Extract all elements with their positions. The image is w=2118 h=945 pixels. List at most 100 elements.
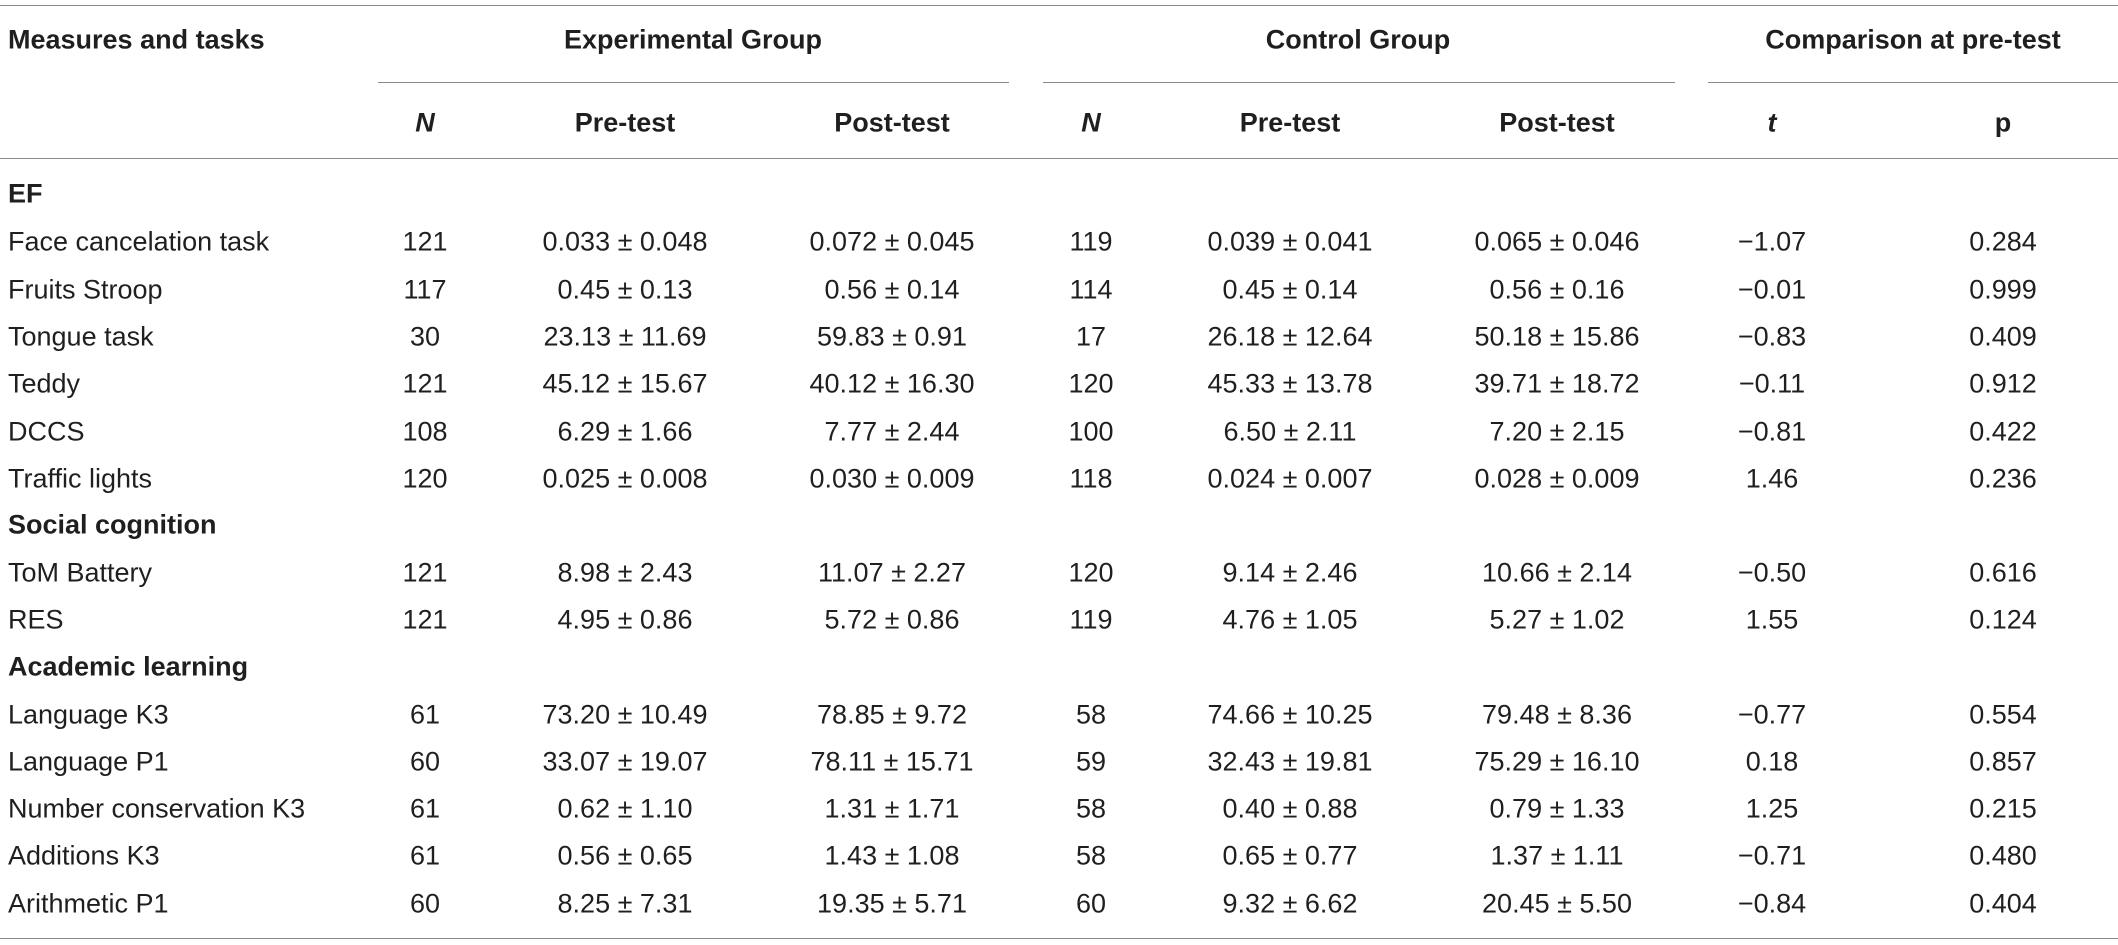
cell-post-exp: 19.35 ± 5.71 xyxy=(817,888,967,919)
cell-n-exp: 61 xyxy=(409,699,441,730)
subheader-t: t xyxy=(1767,107,1777,138)
cell-task: Traffic lights xyxy=(8,463,153,494)
cell-pre-exp: 0.62 ± 1.10 xyxy=(557,793,693,824)
cell-n-ctrl: 119 xyxy=(1069,226,1113,257)
header-measures: Measures and tasks xyxy=(8,24,265,55)
cell-p: 0.480 xyxy=(1969,840,2037,871)
subheader-post-ctrl: Post-test xyxy=(1499,107,1615,138)
cell-p: 0.409 xyxy=(1969,321,2037,352)
subheader-pre-ctrl: Pre-test xyxy=(1239,107,1341,138)
cell-post-ctrl: 0.56 ± 0.16 xyxy=(1489,274,1625,305)
cell-n-exp: 121 xyxy=(402,368,448,399)
cell-task: Teddy xyxy=(8,368,81,399)
cell-n-ctrl: 59 xyxy=(1075,746,1107,777)
cell-task: RES xyxy=(8,604,64,635)
bottom-rule xyxy=(0,938,2118,939)
cell-post-exp: 0.072 ± 0.045 xyxy=(809,226,975,257)
cell-n-exp: 108 xyxy=(402,416,448,447)
cell-n-exp: 61 xyxy=(409,793,441,824)
cell-pre-ctrl: 0.65 ± 0.77 xyxy=(1222,840,1358,871)
cell-post-exp: 7.77 ± 2.44 xyxy=(824,416,960,447)
cell-post-ctrl: 10.66 ± 2.14 xyxy=(1482,557,1632,588)
cell-post-exp: 0.030 ± 0.009 xyxy=(809,463,975,494)
header-experimental-group: Experimental Group xyxy=(563,24,823,55)
cell-p: 0.422 xyxy=(1969,416,2037,447)
cell-pre-ctrl: 0.039 ± 0.041 xyxy=(1207,226,1373,257)
cell-post-exp: 11.07 ± 2.27 xyxy=(818,557,966,588)
cell-pre-exp: 45.12 ± 15.67 xyxy=(542,368,708,399)
cell-n-ctrl: 58 xyxy=(1075,793,1107,824)
cell-p: 0.215 xyxy=(1969,793,2037,824)
cell-t: −0.11 xyxy=(1738,368,1806,399)
cell-post-ctrl: 1.37 ± 1.11 xyxy=(1490,840,1624,871)
cell-pre-exp: 73.20 ± 10.49 xyxy=(542,699,708,730)
cell-t: 0.18 xyxy=(1745,746,1799,777)
cell-post-exp: 1.43 ± 1.08 xyxy=(824,840,960,871)
cell-post-ctrl: 20.45 ± 5.50 xyxy=(1482,888,1632,919)
cell-t: −0.71 xyxy=(1737,840,1807,871)
cell-p: 0.404 xyxy=(1969,888,2037,919)
subheader-post-exp: Post-test xyxy=(834,107,950,138)
cell-p: 0.124 xyxy=(1969,604,2037,635)
header-comparison: Comparison at pre-test xyxy=(1765,24,2061,55)
cell-pre-ctrl: 45.33 ± 13.78 xyxy=(1207,368,1373,399)
cell-n-exp: 121 xyxy=(402,604,448,635)
cell-n-ctrl: 114 xyxy=(1069,274,1113,305)
cell-pre-exp: 0.033 ± 0.048 xyxy=(542,226,708,257)
cell-pre-ctrl: 9.14 ± 2.46 xyxy=(1222,557,1358,588)
header-bottom-rule xyxy=(0,158,2118,159)
cell-task: Tongue task xyxy=(8,321,154,352)
cell-t: 1.46 xyxy=(1745,463,1799,494)
cell-t: −0.77 xyxy=(1737,699,1807,730)
cell-n-ctrl: 60 xyxy=(1075,888,1107,919)
cell-pre-ctrl: 6.50 ± 2.11 xyxy=(1223,416,1357,447)
top-rule xyxy=(0,5,2118,6)
cell-pre-ctrl: 0.45 ± 0.14 xyxy=(1222,274,1358,305)
cell-post-ctrl: 79.48 ± 8.36 xyxy=(1482,699,1632,730)
cell-task: Additions K3 xyxy=(8,840,160,871)
cell-n-ctrl: 120 xyxy=(1068,368,1114,399)
cell-t: −0.50 xyxy=(1737,557,1807,588)
cell-post-exp: 59.83 ± 0.91 xyxy=(817,321,967,352)
cell-post-exp: 5.72 ± 0.86 xyxy=(824,604,960,635)
cell-post-ctrl: 5.27 ± 1.02 xyxy=(1489,604,1625,635)
cell-task: ToM Battery xyxy=(8,557,153,588)
cell-t: −0.81 xyxy=(1737,416,1807,447)
cell-t: −0.83 xyxy=(1737,321,1807,352)
control-group-underline xyxy=(1043,82,1675,83)
cell-p: 0.912 xyxy=(1969,368,2037,399)
cell-pre-ctrl: 26.18 ± 12.64 xyxy=(1207,321,1373,352)
cell-task: DCCS xyxy=(8,416,85,447)
cell-pre-exp: 6.29 ± 1.66 xyxy=(557,416,693,447)
cell-n-ctrl: 119 xyxy=(1069,604,1113,635)
cell-pre-exp: 4.95 ± 0.86 xyxy=(557,604,693,635)
subheader-pre-exp: Pre-test xyxy=(574,107,676,138)
cell-t: −0.01 xyxy=(1737,274,1807,305)
subheader-n-exp: N xyxy=(415,107,435,138)
cell-post-exp: 78.85 ± 9.72 xyxy=(817,699,967,730)
cell-pre-exp: 0.025 ± 0.008 xyxy=(542,463,708,494)
section-title: Academic learning xyxy=(8,651,249,682)
cell-p: 0.999 xyxy=(1969,274,2037,305)
cell-pre-ctrl: 0.024 ± 0.007 xyxy=(1207,463,1373,494)
cell-t: −0.84 xyxy=(1737,888,1807,919)
cell-post-exp: 78.11 ± 15.71 xyxy=(810,746,974,777)
cell-post-ctrl: 7.20 ± 2.15 xyxy=(1489,416,1625,447)
cell-post-ctrl: 0.028 ± 0.009 xyxy=(1474,463,1640,494)
cell-post-ctrl: 0.79 ± 1.33 xyxy=(1489,793,1625,824)
cell-t: 1.55 xyxy=(1745,604,1799,635)
cell-task: Language K3 xyxy=(8,699,169,730)
cell-p: 0.857 xyxy=(1969,746,2037,777)
cell-task: Face cancelation task xyxy=(8,226,270,257)
cell-t: −1.07 xyxy=(1737,226,1807,257)
cell-n-exp: 120 xyxy=(402,463,448,494)
cell-pre-ctrl: 9.32 ± 6.62 xyxy=(1222,888,1358,919)
cell-n-exp: 61 xyxy=(409,840,441,871)
cell-pre-ctrl: 74.66 ± 10.25 xyxy=(1207,699,1373,730)
cell-n-ctrl: 58 xyxy=(1075,840,1107,871)
cell-post-ctrl: 0.065 ± 0.046 xyxy=(1474,226,1640,257)
cell-n-exp: 121 xyxy=(402,226,448,257)
cell-post-ctrl: 39.71 ± 18.72 xyxy=(1474,368,1640,399)
cell-task: Fruits Stroop xyxy=(8,274,163,305)
cell-pre-exp: 8.98 ± 2.43 xyxy=(557,557,693,588)
